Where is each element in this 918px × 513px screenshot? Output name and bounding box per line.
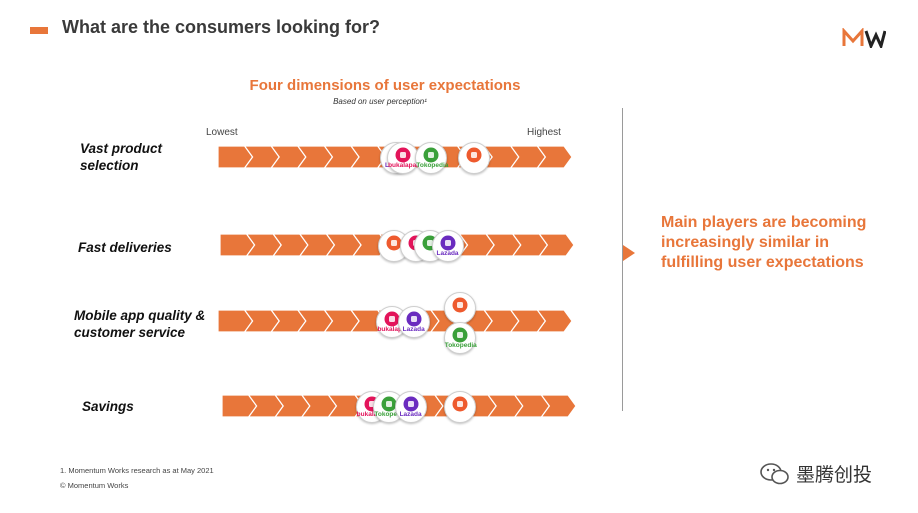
player-badge-shopee <box>443 292 476 324</box>
player-badge-tokopedia: Tokopedia <box>443 322 477 354</box>
dimension-label-line: Mobile app quality & <box>74 308 206 323</box>
shopee-logo-icon <box>386 235 402 251</box>
player-badge-bukalapak: bukalapak <box>387 142 420 174</box>
shopee-logo-icon <box>452 297 468 313</box>
momentum-works-logo <box>842 28 886 48</box>
dimension-label-deliveries: Fast deliveries <box>78 239 172 256</box>
player-badge-caption: Lazada <box>399 411 422 418</box>
tokopedia-logo-icon <box>452 327 468 343</box>
shopee-logo-icon <box>452 396 468 412</box>
dimension-label-app-quality: Mobile app quality & customer service <box>74 307 205 341</box>
player-badge-lazada: Lazada <box>394 391 427 423</box>
player-badge-tokopedia: Tokopedia <box>415 142 449 174</box>
player-badge-caption: bukalapak <box>377 326 410 333</box>
player-badge-caption: bukalapak <box>388 162 420 169</box>
conclusion-text: Main players are becoming increasingly s… <box>661 214 867 271</box>
player-badge-lazada: Lazada <box>397 306 430 338</box>
dimension-label-line: customer service <box>74 325 186 340</box>
title-accent-bar <box>30 27 48 34</box>
bukalapak-logo-icon <box>395 147 411 163</box>
wechat-watermark: 墨腾创投 <box>760 460 872 487</box>
lazada-logo-icon <box>406 311 422 327</box>
diagram-subnote: Based on user perception¹ <box>333 97 427 106</box>
pointer-arrow-icon <box>623 245 635 261</box>
watermark-text: 墨腾创投 <box>796 465 873 486</box>
scale-low-label: Lowest <box>206 127 238 138</box>
player-badge-shopee <box>444 391 477 423</box>
bukalapak-logo-icon <box>384 311 400 327</box>
wechat-icon <box>760 462 789 484</box>
tokopedia-logo-icon <box>423 147 439 163</box>
player-badge-shopee <box>457 142 490 174</box>
lazada-logo-icon <box>403 396 419 412</box>
shopee-logo-icon <box>466 147 482 163</box>
dimension-label-selection: Vast product selection <box>80 140 162 174</box>
player-badge-caption: Lazada <box>436 250 459 257</box>
page-title: What are the consumers looking for? <box>62 17 381 37</box>
dimension-label-line: Savings <box>82 399 134 414</box>
player-badge-caption: bukalapak <box>356 411 389 418</box>
dimension-label-line: Fast deliveries <box>78 240 172 255</box>
dimension-label-savings: Savings <box>82 398 134 415</box>
tokopedia-logo-icon <box>381 396 397 412</box>
player-badge-lazada: Lazada <box>431 230 464 262</box>
player-badge-caption: Tokopedia <box>416 162 449 169</box>
copyright: © Momentum Works <box>60 481 129 490</box>
player-badge-caption: Lazada <box>402 326 425 333</box>
lazada-logo-icon <box>440 235 456 251</box>
player-badge-caption: Tokopedia <box>444 342 477 349</box>
diagram-subtitle: Four dimensions of user expectations <box>249 77 521 94</box>
dimension-label-line: Vast product <box>80 141 163 156</box>
player-badge-caption: Tokopedia <box>374 411 407 418</box>
footnote: 1. Momentum Works research as at May 202… <box>60 466 214 475</box>
scale-high-label: Highest <box>527 127 561 138</box>
section-divider <box>622 108 623 411</box>
dimension-label-line: selection <box>80 158 139 173</box>
